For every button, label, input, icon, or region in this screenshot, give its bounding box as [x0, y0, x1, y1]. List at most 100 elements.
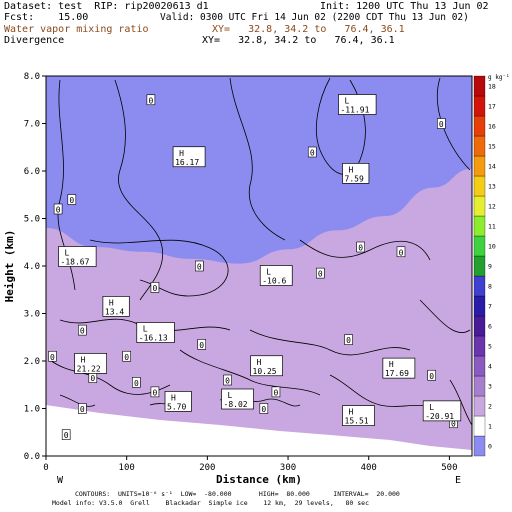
zero-label: 0 — [50, 353, 55, 362]
zero-label-box — [344, 334, 353, 345]
colorbar-swatch — [473, 375, 486, 397]
zero-label-box — [122, 350, 131, 362]
zero-label: 0 — [80, 327, 85, 336]
y-tick-label: 3.0 — [24, 310, 40, 320]
extremum-value: -10.6 — [262, 277, 286, 286]
zero-label: 0 — [199, 341, 204, 350]
y-tick-label: 1.0 — [24, 405, 40, 415]
extremum-box — [422, 400, 462, 422]
colorbar-tick-label: 7 — [488, 303, 492, 311]
y-tick-label: 7.0 — [24, 120, 40, 130]
extremum-value: -8.02 — [224, 400, 248, 409]
x-end-label-east: E — [455, 475, 461, 486]
x-tick-label: 100 — [119, 463, 135, 473]
colorbar-swatch — [473, 335, 486, 357]
extremum-value: -20.91 — [425, 412, 454, 421]
zero-label-box — [132, 377, 141, 388]
colorbar-tick-label: 18 — [488, 83, 496, 91]
zero-label-box — [194, 260, 204, 272]
y-tick-label: 0.0 — [24, 452, 40, 462]
colorbar-swatch — [473, 175, 486, 197]
extremum-kind: H — [389, 360, 394, 369]
zero-label-box — [53, 203, 63, 215]
field2-label: Divergence — [4, 35, 65, 46]
extremum-kind: H — [257, 358, 262, 367]
zero-label-box — [78, 324, 87, 336]
colorbar-swatch — [473, 115, 486, 137]
zero-label: 0 — [56, 206, 61, 215]
colorbar-tick-label: 2 — [488, 403, 492, 411]
y-tick-label: 6.0 — [24, 167, 40, 177]
extremum-kind: L — [344, 97, 349, 106]
extremum-kind: H — [349, 408, 354, 417]
zero-label: 0 — [124, 353, 129, 362]
extremum-box — [164, 391, 192, 412]
colorbar-tick-label: 0 — [488, 443, 492, 451]
x-axis-ticks: 0 100 200 300 400 500 — [43, 456, 458, 473]
zero-label: 0 — [439, 120, 444, 129]
zero-label-box — [427, 369, 436, 381]
fcst-label: Fcst: 15.00 — [4, 12, 89, 23]
colorbar-swatch — [473, 215, 486, 237]
zero-label: 0 — [429, 372, 434, 381]
colorbar-tick-label: 14 — [488, 163, 496, 171]
dataset-label: Dataset: test RIP: rip20020613 d1 — [4, 1, 209, 12]
extremum-kind: L — [143, 325, 148, 334]
colorbar-swatch — [473, 275, 486, 297]
y-axis-label: Height (km) — [3, 230, 16, 303]
colorbar-tick-label: 15 — [488, 143, 496, 151]
zero-label-box — [61, 429, 71, 440]
extremum-kind: L — [228, 391, 233, 400]
extremum-kind: H — [349, 165, 354, 174]
init-label: Init: 1200 UTC Thu 13 Jun 02 — [320, 1, 489, 12]
extremum-box — [136, 322, 175, 343]
extremum-box — [221, 388, 254, 410]
extremum-box — [102, 296, 130, 317]
zero-label: 0 — [358, 244, 363, 253]
x-tick-label: 200 — [199, 463, 215, 473]
colorbar-tick-label: 11 — [488, 223, 496, 231]
x-tick-label: 500 — [441, 463, 457, 473]
colorbar-swatch — [473, 75, 486, 97]
zero-label: 0 — [399, 248, 404, 257]
colorbar-tick-label: 6 — [488, 323, 492, 331]
extremum-value: 16.17 — [175, 158, 199, 167]
colorbar-tick-label: 1 — [488, 423, 492, 431]
colorbar-tick-label: 16 — [488, 123, 496, 131]
zero-label-box — [150, 282, 160, 293]
extremum-kind: H — [81, 355, 86, 364]
zero-label-box — [78, 403, 87, 414]
x-axis-label: Distance (km) — [216, 473, 302, 486]
colorbar-unit: g kg⁻¹ — [488, 74, 510, 81]
zero-label-box — [316, 267, 325, 279]
zero-label-box — [271, 386, 281, 398]
colorbar-swatch — [473, 295, 486, 317]
y-tick-label: 5.0 — [24, 215, 40, 225]
colorbar-swatch — [473, 135, 486, 157]
colorbar-tick-label: 3 — [488, 383, 492, 391]
zero-label: 0 — [153, 284, 158, 293]
colorbar-swatch — [473, 395, 486, 417]
colorbar-tick-label: 5 — [488, 343, 492, 351]
zero-label: 0 — [64, 431, 69, 440]
x-tick-label: 0 — [43, 463, 48, 473]
zero-label-box — [197, 339, 207, 350]
extremum-kind: L — [266, 268, 271, 277]
zero-label: 0 — [90, 374, 95, 383]
x-tick-label: 400 — [361, 463, 377, 473]
extrema-markers: H16.17L-11.91H7.59L-18.67L-10.6H13.4L-16… — [58, 94, 462, 426]
zero-label: 0 — [197, 263, 202, 272]
colorbar-swatch — [473, 415, 486, 437]
valid-label: Valid: 0300 UTC Fri 14 Jun 02 (2200 CDT … — [160, 12, 469, 23]
zero-label-box — [48, 350, 57, 362]
zero-label: 0 — [318, 270, 323, 279]
zero-label: 0 — [225, 377, 230, 386]
zero-label: 0 — [134, 379, 139, 388]
colorbar-swatch — [473, 235, 486, 257]
zero-label-box — [307, 146, 317, 158]
extremum-box — [342, 405, 375, 426]
extremum-kind: H — [109, 298, 114, 307]
x-tick-label: 300 — [280, 463, 296, 473]
y-axis-ticks: 0.0 1.0 2.0 3.0 4.0 5.0 6.0 7.0 8.0 — [24, 72, 46, 462]
